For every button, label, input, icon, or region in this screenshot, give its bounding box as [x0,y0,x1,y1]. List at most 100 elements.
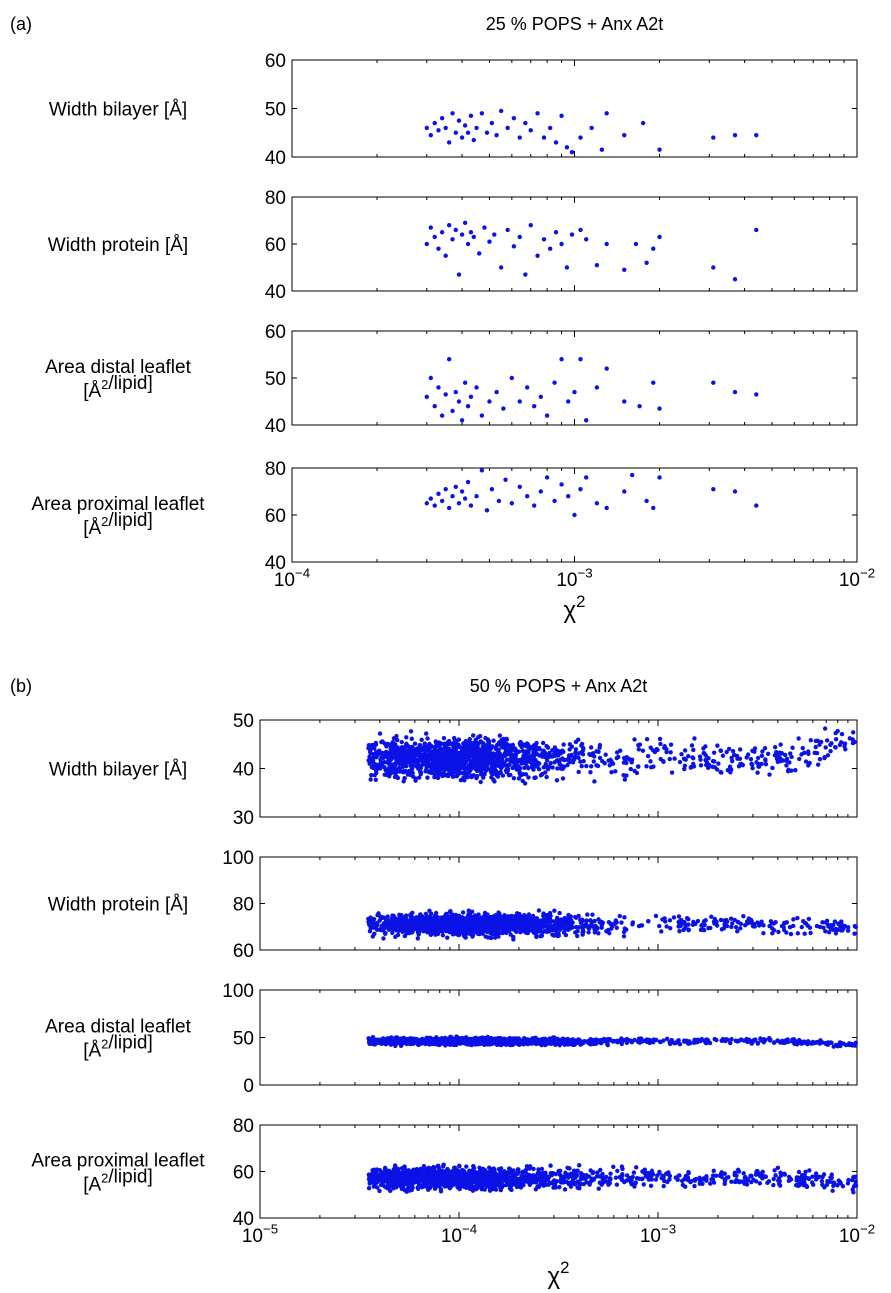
data-point [439,413,445,418]
data-point [564,145,570,150]
data-point [711,135,716,140]
data-point [657,147,662,152]
data-point [517,135,522,140]
data-point [550,765,555,770]
data-point [446,505,452,511]
data-point [480,928,486,934]
data-point [572,512,577,518]
data-point [718,748,724,754]
data-point [544,413,550,418]
data-point [475,931,481,936]
data-point [424,748,429,753]
data-point [521,753,526,758]
data-point [721,926,727,931]
data-point [534,934,539,940]
data-point [633,241,639,247]
data-point [566,494,571,499]
data-point [446,140,452,145]
data-point [540,751,545,756]
data-point [732,277,738,282]
data-point [754,503,759,508]
data-point [479,918,485,923]
data-point [662,916,667,921]
data-point [622,267,627,273]
data-point [453,918,458,923]
data-point [505,924,510,929]
data-point [468,113,474,118]
data-point [724,919,730,924]
data-point [650,748,656,753]
data-point [818,739,824,745]
data-point [541,237,547,242]
data-point [803,759,809,764]
data-point [607,763,612,768]
data-point [487,915,493,920]
data-point [456,750,461,756]
data-point [594,749,599,754]
data-points [366,908,859,942]
data-point [701,746,706,751]
data-point [617,913,622,919]
data-point [491,754,496,760]
data-point [415,936,421,941]
data-point [472,754,478,759]
data-point [424,241,429,247]
data-point [433,749,439,754]
y-tick-label: 60 [265,51,286,72]
data-point [511,776,517,781]
data-point [588,745,594,750]
data-point [711,380,716,385]
data-point [635,764,641,769]
data-point [707,1040,713,1046]
data-point [609,770,614,775]
data-point [703,918,708,923]
data-point [599,147,605,152]
data-point [813,744,818,750]
data-point [485,935,491,940]
data-point [383,749,389,755]
data-point [728,916,734,921]
data-point [604,505,609,511]
y-tick-label: 80 [265,188,286,209]
data-point [500,764,505,769]
data-point [754,132,759,138]
data-point [369,772,374,778]
data-point [538,934,543,939]
data-point [755,770,760,775]
data-point [822,755,827,760]
data-point [471,137,476,143]
data-point [529,764,535,769]
data-point [795,915,800,921]
data-point [573,739,579,745]
data-point [438,919,444,925]
data-point [603,752,608,757]
data-point [555,766,560,771]
data-point [394,774,399,779]
data-point [443,486,448,492]
data-point [566,399,571,404]
data-point [657,736,663,742]
data-point [478,779,483,785]
data-point [579,918,585,923]
data-point [653,913,659,919]
panel-b-tag: (b) [10,676,32,696]
data-point [770,926,775,931]
data-point [462,220,468,226]
data-point [462,380,468,385]
data-point [466,756,472,762]
data-point [711,750,717,755]
data-point [547,910,553,916]
data-point [561,749,566,754]
data-point [441,759,447,765]
data-point [686,922,691,927]
data-point [483,757,488,762]
data-point [756,764,762,769]
data-point [765,751,771,756]
data-point [453,923,458,928]
data-point [723,1038,728,1044]
axes-frame [291,59,858,158]
data-point [501,406,506,411]
data-point [758,921,764,926]
data-point [640,120,646,126]
